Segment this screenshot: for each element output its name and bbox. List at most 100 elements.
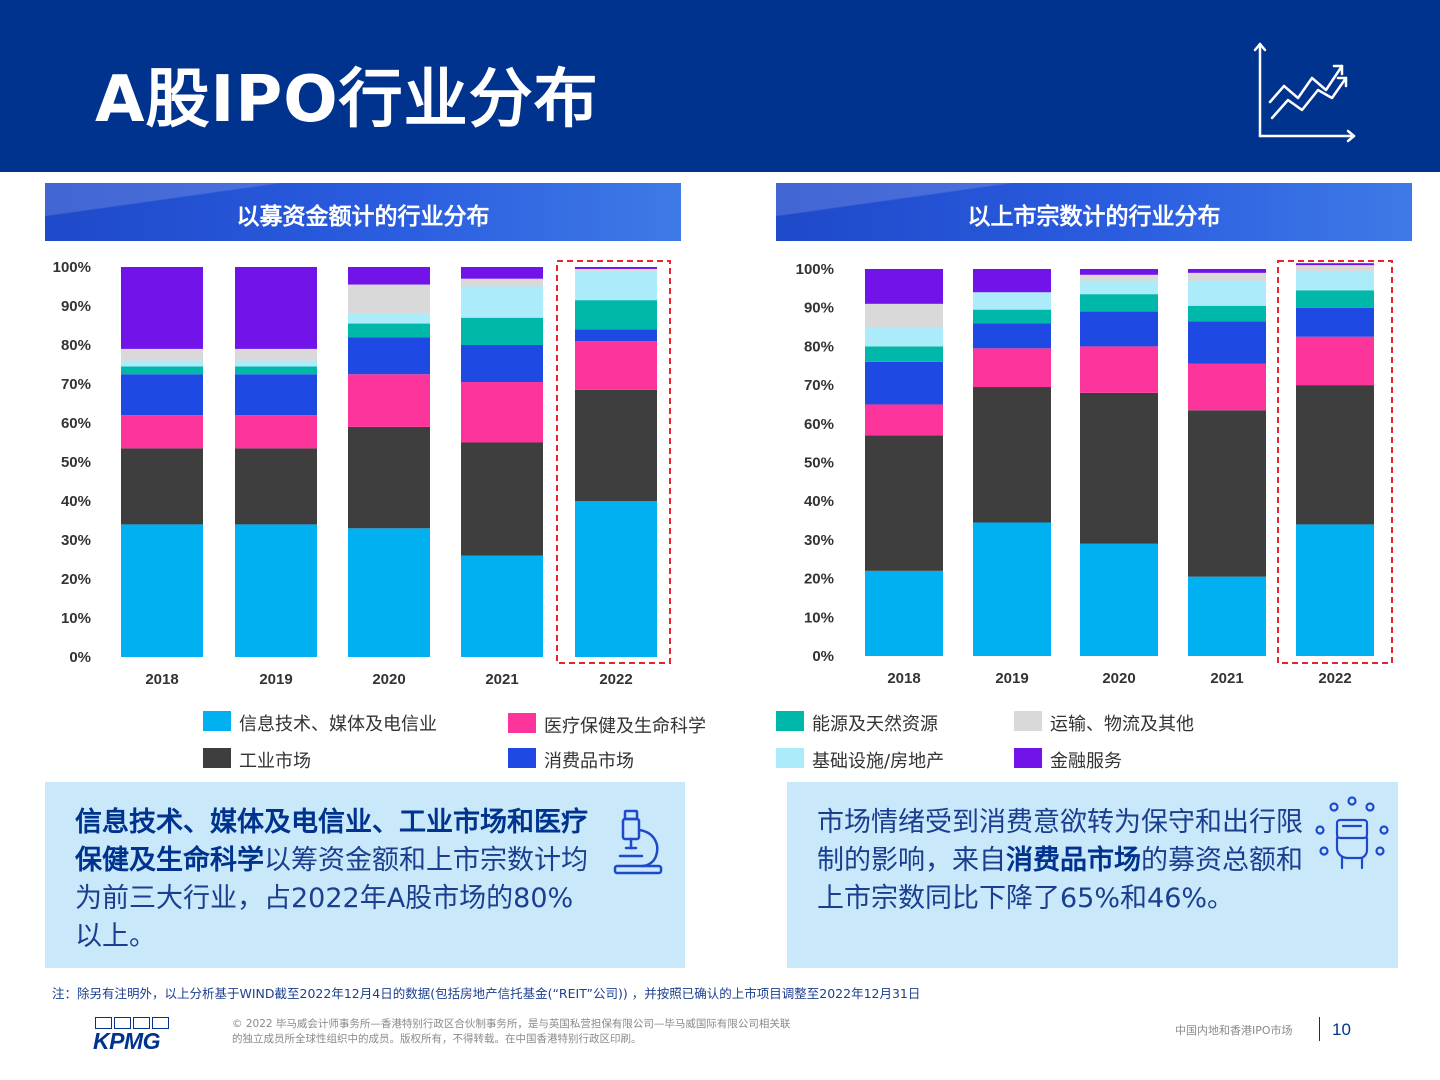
bar-segment (865, 361, 943, 405)
growth-chart-icon (1253, 42, 1356, 143)
y-tick-label: 20% (61, 571, 91, 588)
bar-segment (575, 270, 657, 301)
x-tick-label: 2022 (1318, 670, 1351, 687)
bar-segment (865, 346, 943, 362)
bar-segment (461, 317, 543, 345)
x-tick-label: 2020 (1102, 670, 1135, 687)
bar-segment (575, 268, 657, 271)
bar-segment (1296, 336, 1374, 386)
bar-segment (973, 387, 1051, 523)
bar-segment (1296, 263, 1374, 266)
bar-segment (121, 360, 203, 367)
bar-segment (235, 366, 317, 375)
right-chart-banner: 以上市宗数计的行业分布 (776, 183, 1412, 241)
bar-segment (865, 269, 943, 304)
bar-segment (865, 404, 943, 436)
bar-segment (973, 348, 1051, 388)
y-tick-label: 0% (69, 649, 91, 666)
bar-segment (865, 303, 943, 328)
x-tick-label: 2021 (1210, 670, 1243, 687)
y-tick-label: 50% (804, 455, 834, 472)
y-tick-label: 30% (61, 532, 91, 549)
bar-segment (973, 292, 1051, 310)
bar-segment (461, 382, 543, 443)
bar-segment (1296, 265, 1374, 271)
y-tick-label: 90% (61, 298, 91, 315)
legend-label: 工业市场 (239, 751, 311, 772)
legend-swatch (203, 748, 231, 768)
legend-label: 信息技术、媒体及电信业 (239, 714, 437, 735)
bar-segment (348, 426, 430, 529)
bar-segment (235, 374, 317, 416)
bar-segment (865, 327, 943, 347)
y-tick-label: 10% (61, 610, 91, 627)
bar-segment (1188, 272, 1266, 281)
bar-segment (1188, 305, 1266, 322)
bar-segment (575, 501, 657, 657)
bar-segment (348, 374, 430, 427)
x-tick-label: 2020 (372, 671, 405, 688)
bar-segment (348, 323, 430, 338)
bar-segment (461, 555, 543, 657)
right-stacked-bar-chart: 0% 10% 20% 30% 40% 50% 60% 70% 80% 90% 100% 2018 201… (796, 260, 1393, 687)
left-callout: 信息技术、媒体及电信业、工业市场和医疗保健及生命科学以筹资金额和上市宗数计均为前… (45, 782, 685, 968)
bar-segment (121, 366, 203, 375)
y-tick-label: 60% (804, 416, 834, 433)
bar-segment (235, 524, 317, 657)
right-chart-title: 以上市宗数计的行业分布 (967, 204, 1221, 230)
header-bar: A股IPO行业分布 (0, 0, 1440, 172)
y-tick-label: 10% (804, 609, 834, 626)
bar-segment (973, 323, 1051, 349)
left-callout-normal: 以筹资金额和上市宗数计均为前三大行业，占2022年A股市场的80%以上。 (75, 845, 588, 952)
bar-segment (348, 284, 430, 314)
bar-segment (973, 309, 1051, 324)
y-tick-label: 80% (804, 338, 834, 355)
left-callout-bold: 信息技术、媒体及电信业、工业市场和医疗保健及生命科学 (75, 807, 588, 876)
bar-segment (235, 448, 317, 525)
bar-segment (1080, 274, 1158, 281)
legend-swatch (776, 748, 804, 768)
bar-segment (121, 348, 203, 361)
x-tick-label: 2018 (145, 671, 178, 688)
bar-segment (973, 522, 1051, 656)
bar-segment (973, 269, 1051, 293)
bar-segment (1188, 269, 1266, 273)
bar-segment (121, 415, 203, 449)
bar-segment (235, 360, 317, 367)
bar-segment (1188, 321, 1266, 364)
y-tick-label: 0% (812, 648, 834, 665)
y-tick-label: 40% (61, 493, 91, 510)
y-tick-label: 60% (61, 415, 91, 432)
left-chart-banner: 以募资金额计的行业分布 (45, 183, 681, 241)
highlight-box (1277, 260, 1393, 664)
bar-segment (461, 442, 543, 556)
right-callout-text: 市场情绪受到消费意欲转为保守和出行限制的影响，来自消费品市场的募资总额和上市宗数… (817, 804, 1307, 918)
page-number: 10 (1332, 1020, 1351, 1039)
bar-segment (461, 286, 543, 318)
legend-swatch (508, 748, 536, 768)
legend-swatch (776, 711, 804, 731)
bar-segment (348, 337, 430, 375)
footnote: 注：除另有注明外，以上分析基于WIND截至2022年12月4日的数据(包括房地产… (52, 986, 921, 1001)
bar-segment (575, 389, 657, 501)
right-callout-pre: 市场情绪受到消费意欲转为保守和出行限制的影响，来自 (817, 807, 1303, 876)
right-callout-bold: 消费品市场 (1006, 845, 1141, 876)
y-tick-label: 70% (61, 376, 91, 393)
bar-segment (575, 267, 657, 269)
bar-segment (235, 348, 317, 361)
bar-segment (1296, 290, 1374, 308)
bar-segment (1080, 280, 1158, 295)
right-callout-post: 的募资总额和上市宗数同比下降了65%和46%。 (817, 845, 1303, 914)
bar-segment (461, 345, 543, 383)
left-callout-text: 信息技术、媒体及电信业、工业市场和医疗保健及生命科学以筹资金额和上市宗数计均为前… (75, 804, 595, 956)
bar-segment (1296, 524, 1374, 656)
y-tick-label: 30% (804, 532, 834, 549)
legend-swatch (1014, 748, 1042, 768)
right-callout: 市场情绪受到消费意欲转为保守和出行限制的影响，来自消费品市场的募资总额和上市宗数… (787, 782, 1398, 968)
bar-segment (865, 435, 943, 571)
legend-label: 医疗保健及生命科学 (544, 716, 706, 737)
bar-segment (461, 278, 543, 287)
legend-label: 运输、物流及其他 (1050, 714, 1194, 735)
bar-segment (235, 267, 317, 349)
kpmg-logo: KPMG (93, 1028, 161, 1054)
